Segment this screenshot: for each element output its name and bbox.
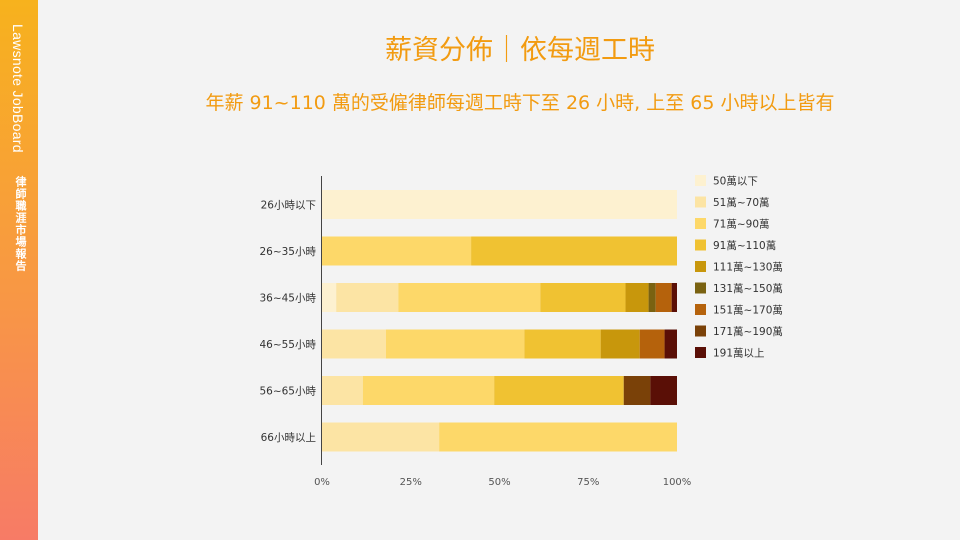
bar-segment bbox=[398, 283, 541, 312]
legend-label: 71萬~90萬 bbox=[713, 218, 770, 231]
legend-swatch bbox=[695, 261, 706, 272]
bar-segment bbox=[655, 283, 672, 312]
x-tick-label: 100% bbox=[663, 477, 692, 488]
bar-segment bbox=[625, 283, 649, 312]
bar-segment bbox=[322, 236, 472, 266]
bar-segment bbox=[600, 329, 640, 359]
legend-label: 131萬~150萬 bbox=[713, 282, 783, 295]
bar-segment bbox=[524, 329, 601, 359]
legend-swatch bbox=[695, 282, 706, 294]
bar-segment bbox=[648, 283, 656, 312]
legend-swatch bbox=[695, 347, 706, 358]
bar-segment bbox=[540, 283, 626, 312]
sidebar-gradient: Lawsnote JobBoard 律師職涯市場報告 bbox=[0, 0, 38, 540]
category-label: 66小時以上 bbox=[261, 432, 316, 444]
bar-segment bbox=[671, 283, 677, 312]
category-label: 46~55小時 bbox=[259, 339, 316, 351]
bar-segment bbox=[362, 376, 495, 405]
bar-segment bbox=[639, 329, 665, 359]
report-label: 律師職涯市場報告 bbox=[14, 176, 27, 272]
x-tick-label: 50% bbox=[488, 477, 510, 488]
legend-swatch bbox=[695, 239, 706, 251]
brand-name: Lawsnote JobBoard bbox=[10, 24, 26, 153]
bar-segment bbox=[322, 422, 440, 452]
category-label: 36~45小時 bbox=[259, 293, 316, 305]
legend-swatch bbox=[695, 325, 706, 337]
legend-label: 191萬以上 bbox=[713, 347, 765, 360]
page-title: 薪資分佈｜依每週工時 bbox=[385, 35, 655, 66]
legend-label: 151萬~170萬 bbox=[713, 304, 783, 317]
bar-segment bbox=[439, 422, 677, 452]
category-label: 26小時以下 bbox=[261, 200, 316, 212]
legend-label: 91萬~110萬 bbox=[713, 239, 776, 252]
legend-swatch bbox=[695, 175, 706, 186]
bar-segment bbox=[664, 329, 677, 359]
bar-segment bbox=[494, 376, 624, 405]
legend-label: 51萬~70萬 bbox=[713, 196, 770, 209]
page-subtitle: 年薪 91~110 萬的受僱律師每週工時下至 26 小時, 上至 65 小時以上… bbox=[205, 92, 835, 114]
bar-segment bbox=[623, 376, 651, 405]
bar-segment bbox=[322, 190, 677, 219]
bar-segment bbox=[322, 376, 363, 405]
legend-label: 50萬以下 bbox=[713, 175, 758, 188]
legend-swatch bbox=[695, 196, 706, 208]
bar-segment bbox=[322, 283, 337, 312]
bar-segment bbox=[650, 376, 677, 405]
bar-segment bbox=[385, 329, 525, 359]
legend-label: 111萬~130萬 bbox=[713, 261, 783, 274]
legend-swatch bbox=[695, 304, 706, 315]
category-label: 56~65小時 bbox=[259, 386, 316, 398]
category-label: 26~35小時 bbox=[259, 246, 316, 258]
x-tick-label: 0% bbox=[314, 477, 330, 488]
bar-segment bbox=[471, 236, 677, 266]
x-tick-label: 75% bbox=[577, 477, 599, 488]
bar-segment bbox=[336, 283, 399, 312]
legend-swatch bbox=[695, 218, 706, 229]
x-tick-label: 25% bbox=[400, 477, 422, 488]
legend-label: 171萬~190萬 bbox=[713, 325, 783, 338]
bar-segment bbox=[322, 329, 386, 359]
